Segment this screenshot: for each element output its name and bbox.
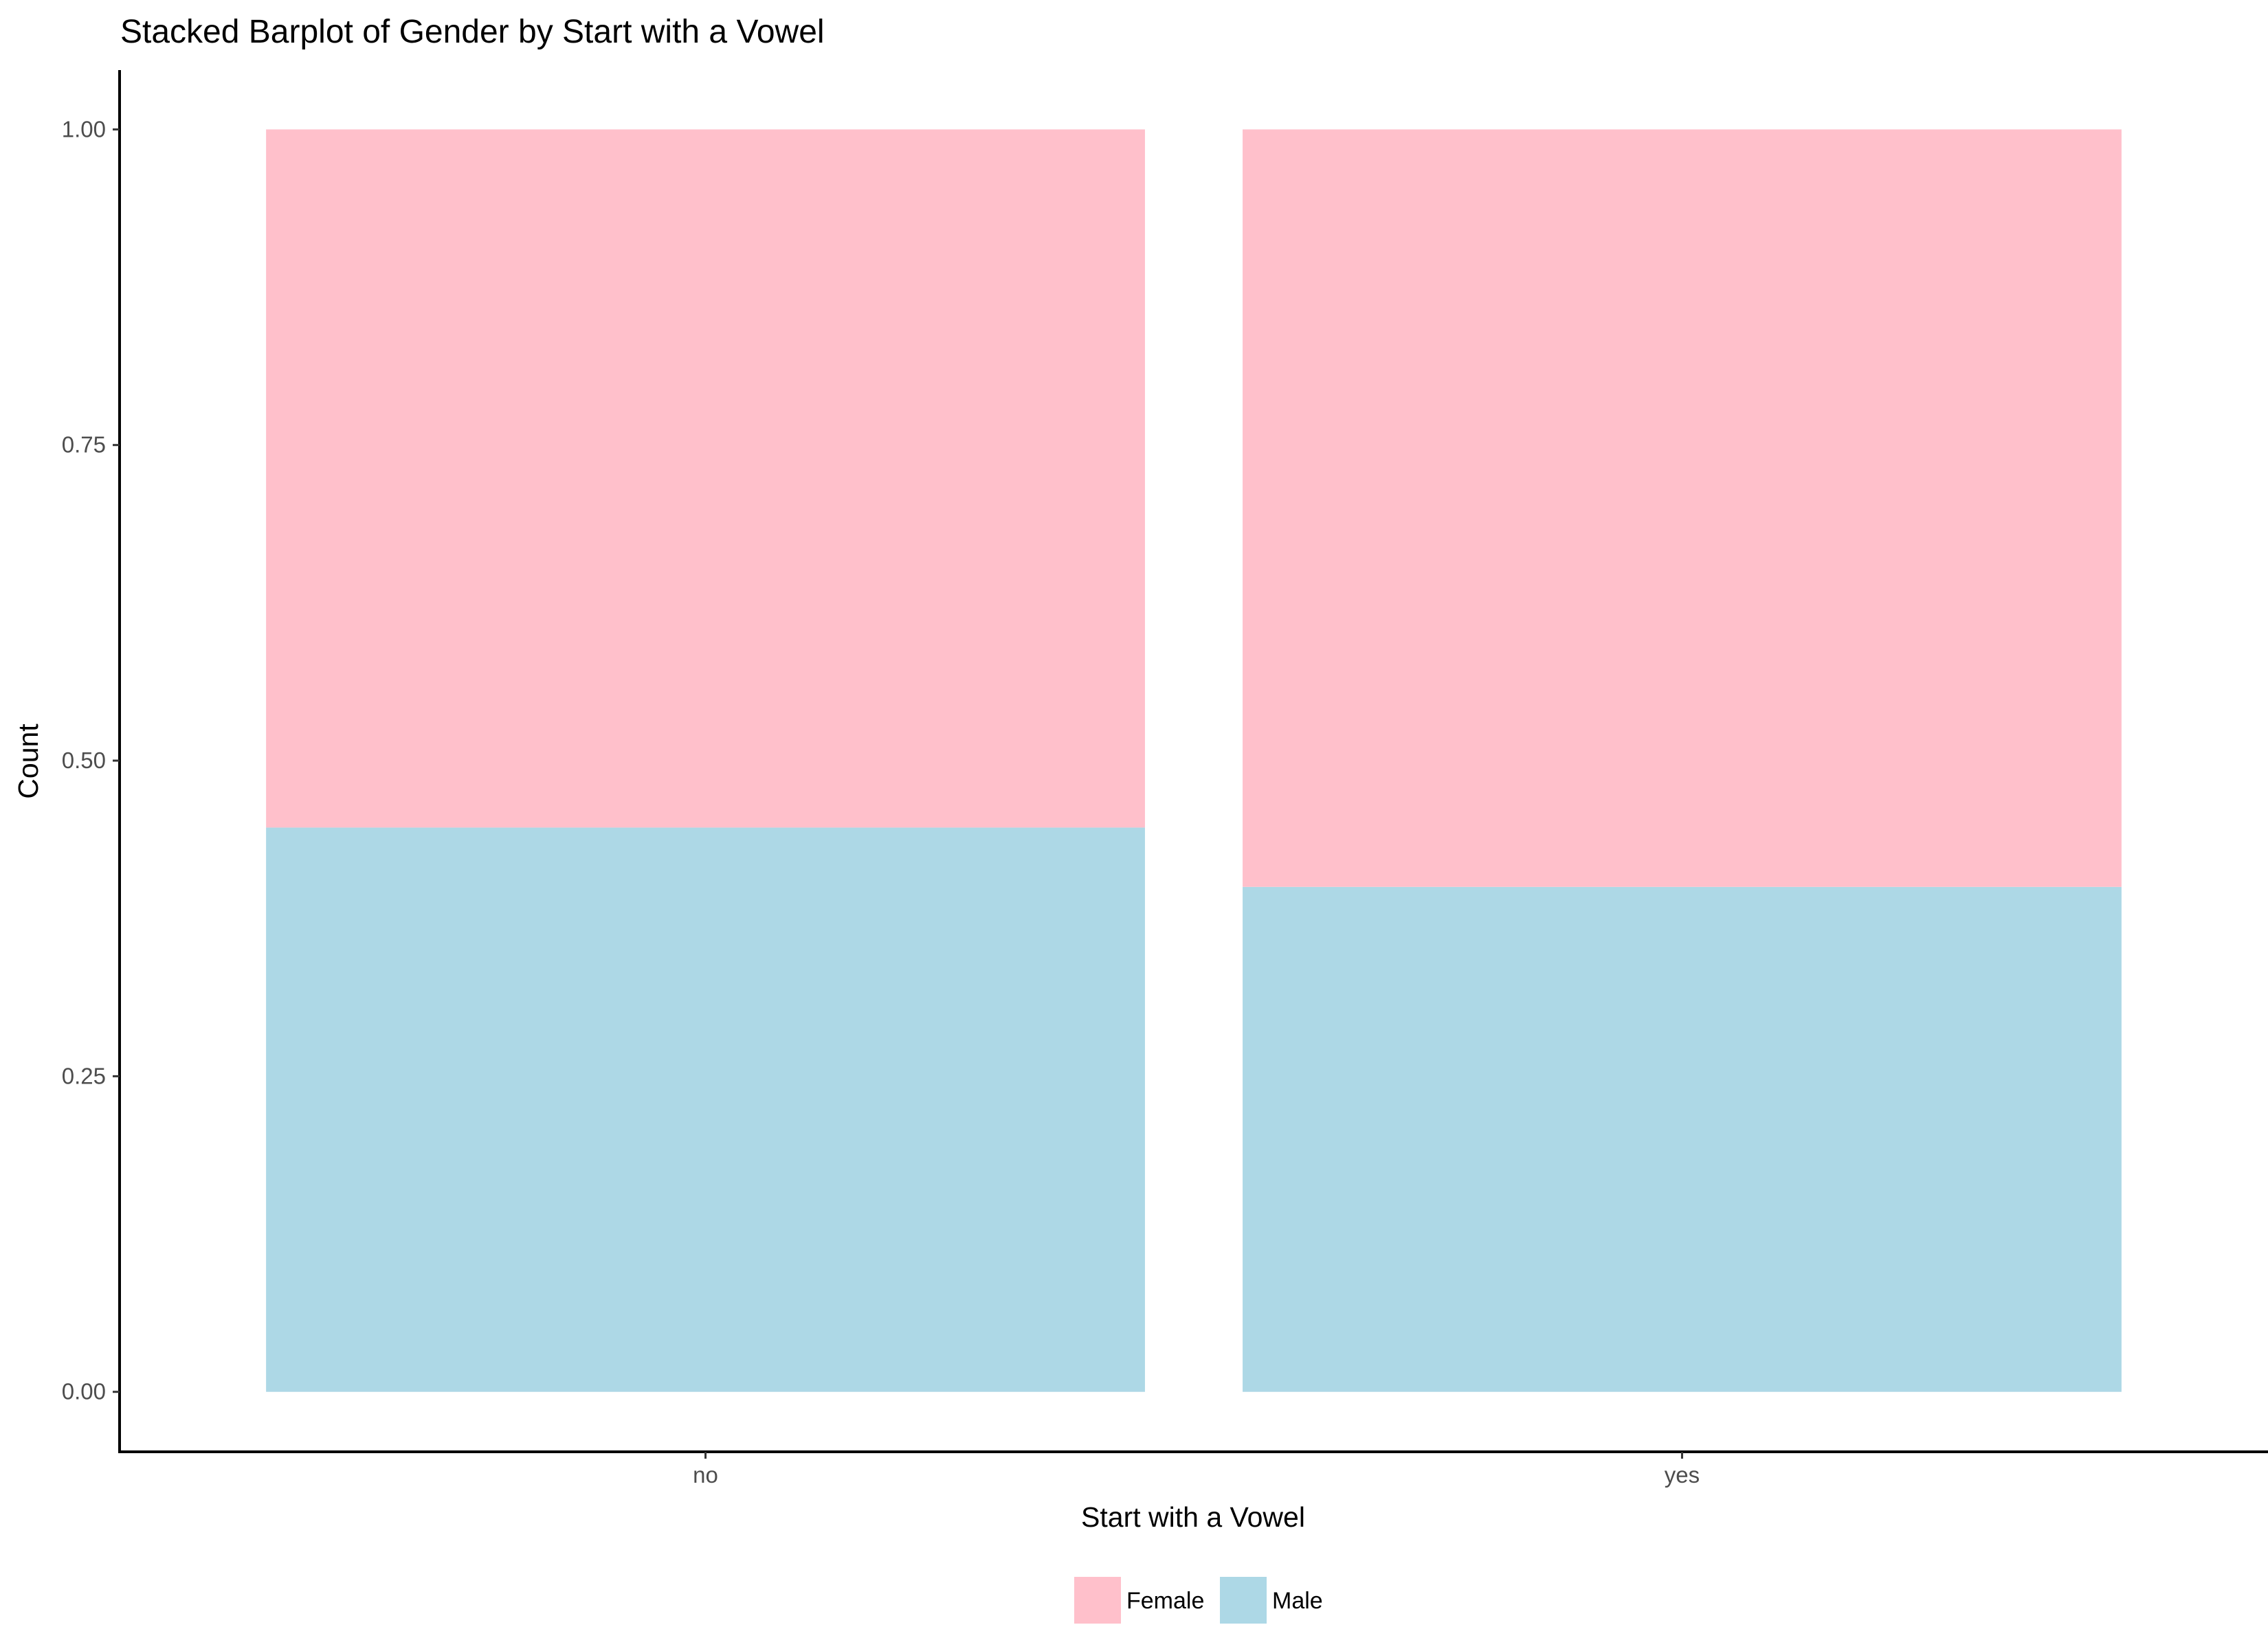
legend-label-female: Female <box>1126 1588 1204 1614</box>
legend-label-male: Male <box>1272 1588 1323 1614</box>
bar-no-male <box>266 827 1145 1392</box>
y-tick-label: 1.00 <box>62 116 106 142</box>
legend: Female Male <box>1074 1577 1323 1624</box>
bar-yes-male <box>1243 886 2122 1392</box>
chart-title: Stacked Barplot of Gender by Start with … <box>120 14 825 50</box>
x-tick-label: yes <box>1665 1462 1700 1488</box>
bar-yes-female <box>1243 129 2122 887</box>
y-tick-label: 0.25 <box>62 1063 106 1088</box>
y-tick-label: 0.00 <box>62 1379 106 1404</box>
legend-key-male <box>1220 1577 1267 1624</box>
bar-no-female <box>266 129 1145 828</box>
x-axis-ticks: no yes <box>693 1452 1700 1488</box>
y-tick-label: 0.50 <box>62 748 106 773</box>
bars-group <box>266 129 2122 1392</box>
x-tick-label: no <box>693 1462 718 1488</box>
y-tick-label: 0.75 <box>62 432 106 458</box>
y-axis-title: Count <box>12 723 44 799</box>
legend-key-female <box>1074 1577 1121 1624</box>
x-axis-title: Start with a Vowel <box>1081 1501 1305 1533</box>
y-axis-ticks: 0.00 0.25 0.50 0.75 1.00 <box>62 116 120 1404</box>
